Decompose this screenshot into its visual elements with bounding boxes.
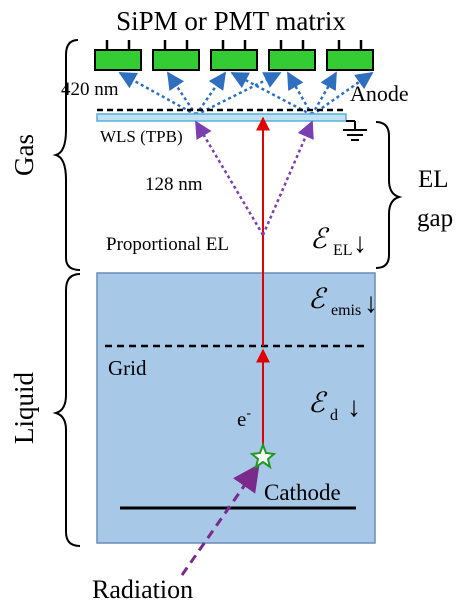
svg-text:ℰ: ℰ <box>310 224 330 255</box>
visible-photon-rays <box>118 71 374 117</box>
field-d-label: ℰ d ↓ <box>308 388 361 424</box>
wls-plate <box>96 113 347 122</box>
svg-text:emis: emis <box>331 302 361 319</box>
ground-symbol <box>343 120 367 141</box>
photosensor <box>152 40 200 71</box>
radiation-label: Radiation <box>92 575 193 604</box>
vuv-photon-rays <box>194 120 314 236</box>
interaction-star-icon <box>249 442 277 470</box>
diagram-title: SiPM or PMT matrix <box>116 6 346 36</box>
wavelength-420-label: 420 nm <box>61 79 119 100</box>
svg-text:↓: ↓ <box>364 288 378 319</box>
visible-photon-ray <box>311 71 374 117</box>
cathode-label: Cathode <box>264 480 341 505</box>
visible-photon-ray <box>118 71 197 117</box>
photosensor <box>268 40 316 71</box>
vuv-photon-ray <box>261 120 314 236</box>
liquid-region-label: Liquid <box>9 372 39 444</box>
el-gap-brace <box>375 121 403 269</box>
visible-photon-ray <box>195 71 282 117</box>
visible-photon-ray <box>166 71 198 116</box>
liquid-brace <box>52 273 81 547</box>
svg-text:ℰ: ℰ <box>308 284 328 315</box>
electron-label: e- <box>237 406 251 431</box>
photosensor-matrix <box>94 40 374 71</box>
svg-text:↓: ↓ <box>353 228 367 259</box>
svg-text:ℰ: ℰ <box>308 388 328 419</box>
svg-text:d: d <box>330 407 338 424</box>
wls-label: WLS (TPB) <box>100 127 183 146</box>
wavelength-128-label: 128 nm <box>145 174 203 195</box>
field-emis-label: ℰ emis ↓ <box>308 284 378 319</box>
photosensor <box>210 40 258 71</box>
vuv-photon-ray <box>194 120 265 236</box>
proportional-el-label: Proportional EL <box>106 234 229 255</box>
svg-text:EL: EL <box>333 242 353 259</box>
svg-text:↓: ↓ <box>347 392 361 423</box>
grid-label: Grid <box>108 356 147 380</box>
visible-photon-ray <box>286 71 314 116</box>
photosensor <box>326 40 374 71</box>
anode-label: Anode <box>350 81 409 106</box>
gas-brace <box>52 39 81 271</box>
visible-photon-ray <box>310 71 338 116</box>
gap-label: gap <box>417 205 453 232</box>
photosensor <box>94 40 142 71</box>
field-el-label: ℰ EL ↓ <box>310 224 367 259</box>
radiation-track <box>180 463 260 576</box>
visible-photon-ray <box>194 71 227 116</box>
gas-region-label: Gas <box>9 134 39 176</box>
el-label: EL <box>418 166 449 193</box>
